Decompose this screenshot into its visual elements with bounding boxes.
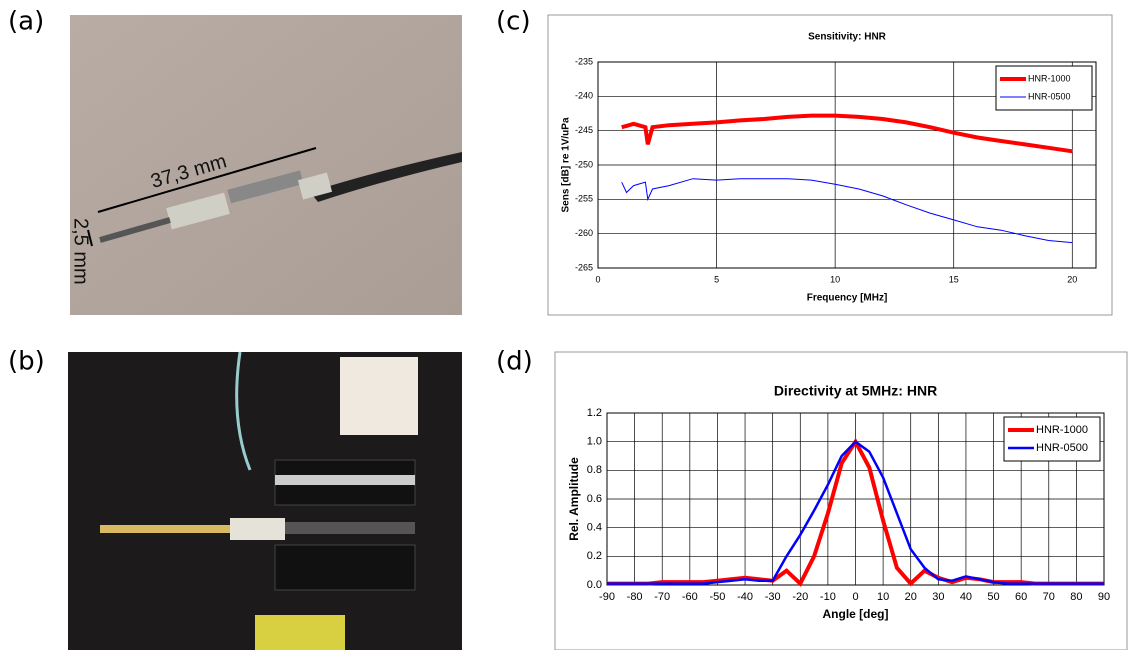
legend [995, 65, 1093, 111]
legend-label: HNR-1000 [1036, 424, 1088, 436]
x-axis-label: Angle [deg] [823, 607, 889, 621]
legend [1003, 416, 1101, 462]
x-tick-label: 20 [1067, 274, 1077, 284]
x-tick-label: 40 [960, 591, 972, 603]
x-tick-label: 0 [852, 591, 858, 603]
y-tick-label: 1.0 [587, 436, 602, 448]
y-tick-label: -235 [575, 56, 593, 66]
x-tick-label: 10 [877, 591, 889, 603]
x-tick-label: -20 [792, 591, 808, 603]
chart-title: Sensitivity: HNR [808, 32, 887, 43]
y-tick-label: -245 [575, 125, 593, 135]
y-axis-label: Sens [dB] re 1V/uPa [561, 117, 572, 212]
x-tick-label: -80 [627, 591, 643, 603]
y-tick-label: -250 [575, 159, 593, 169]
chart-title: Directivity at 5MHz: HNR [774, 383, 937, 399]
panel-label: (a) [8, 7, 44, 37]
x-tick-label: -60 [682, 591, 698, 603]
photo-a: 37,3 mm 2,5 mm [70, 15, 462, 315]
data-line [621, 178, 1073, 244]
y-tick-label: 0.4 [587, 522, 602, 534]
legend-label: HNR-1000 [1028, 73, 1071, 83]
x-tick-label: -70 [654, 591, 670, 603]
panel-label: (d) [496, 347, 533, 377]
photo-b [68, 351, 462, 650]
x-tick-label: 50 [987, 591, 999, 603]
x-tick-label: -40 [737, 591, 753, 603]
y-tick-label: -260 [575, 228, 593, 238]
x-tick-label: -50 [709, 591, 725, 603]
y-tick-label: 1.2 [587, 407, 602, 419]
y-tick-label: 0.2 [587, 550, 602, 562]
x-tick-label: 0 [595, 274, 600, 284]
y-tick-label: -240 [575, 91, 593, 101]
y-tick-label: 0.0 [587, 579, 602, 591]
y-axis-label: Rel. Amplitude [567, 457, 581, 541]
x-tick-label: 20 [905, 591, 917, 603]
x-tick-label: 90 [1098, 591, 1110, 603]
y-tick-label: -255 [575, 194, 593, 204]
panel-label: (b) [8, 347, 45, 377]
x-axis-label: Frequency [MHz] [807, 293, 888, 304]
panel-label: (c) [496, 7, 531, 37]
x-tick-label: 70 [1043, 591, 1055, 603]
legend-label: HNR-0500 [1028, 91, 1071, 101]
x-tick-label: -10 [820, 591, 836, 603]
x-tick-label: 80 [1070, 591, 1082, 603]
data-line [607, 440, 1104, 585]
x-tick-label: 60 [1015, 591, 1027, 603]
x-tick-label: 10 [830, 274, 840, 284]
x-tick-label: -90 [599, 591, 615, 603]
y-tick-label: 0.8 [587, 464, 602, 476]
x-tick-label: -30 [765, 591, 781, 603]
x-tick-label: 5 [714, 274, 719, 284]
annotation: 2,5 mm [70, 218, 92, 285]
y-tick-label: 0.6 [587, 493, 602, 505]
data-line [621, 113, 1073, 154]
legend-label: HNR-0500 [1036, 442, 1088, 454]
y-tick-label: -265 [575, 262, 593, 272]
x-tick-label: 15 [949, 274, 959, 284]
x-tick-label: 30 [932, 591, 944, 603]
